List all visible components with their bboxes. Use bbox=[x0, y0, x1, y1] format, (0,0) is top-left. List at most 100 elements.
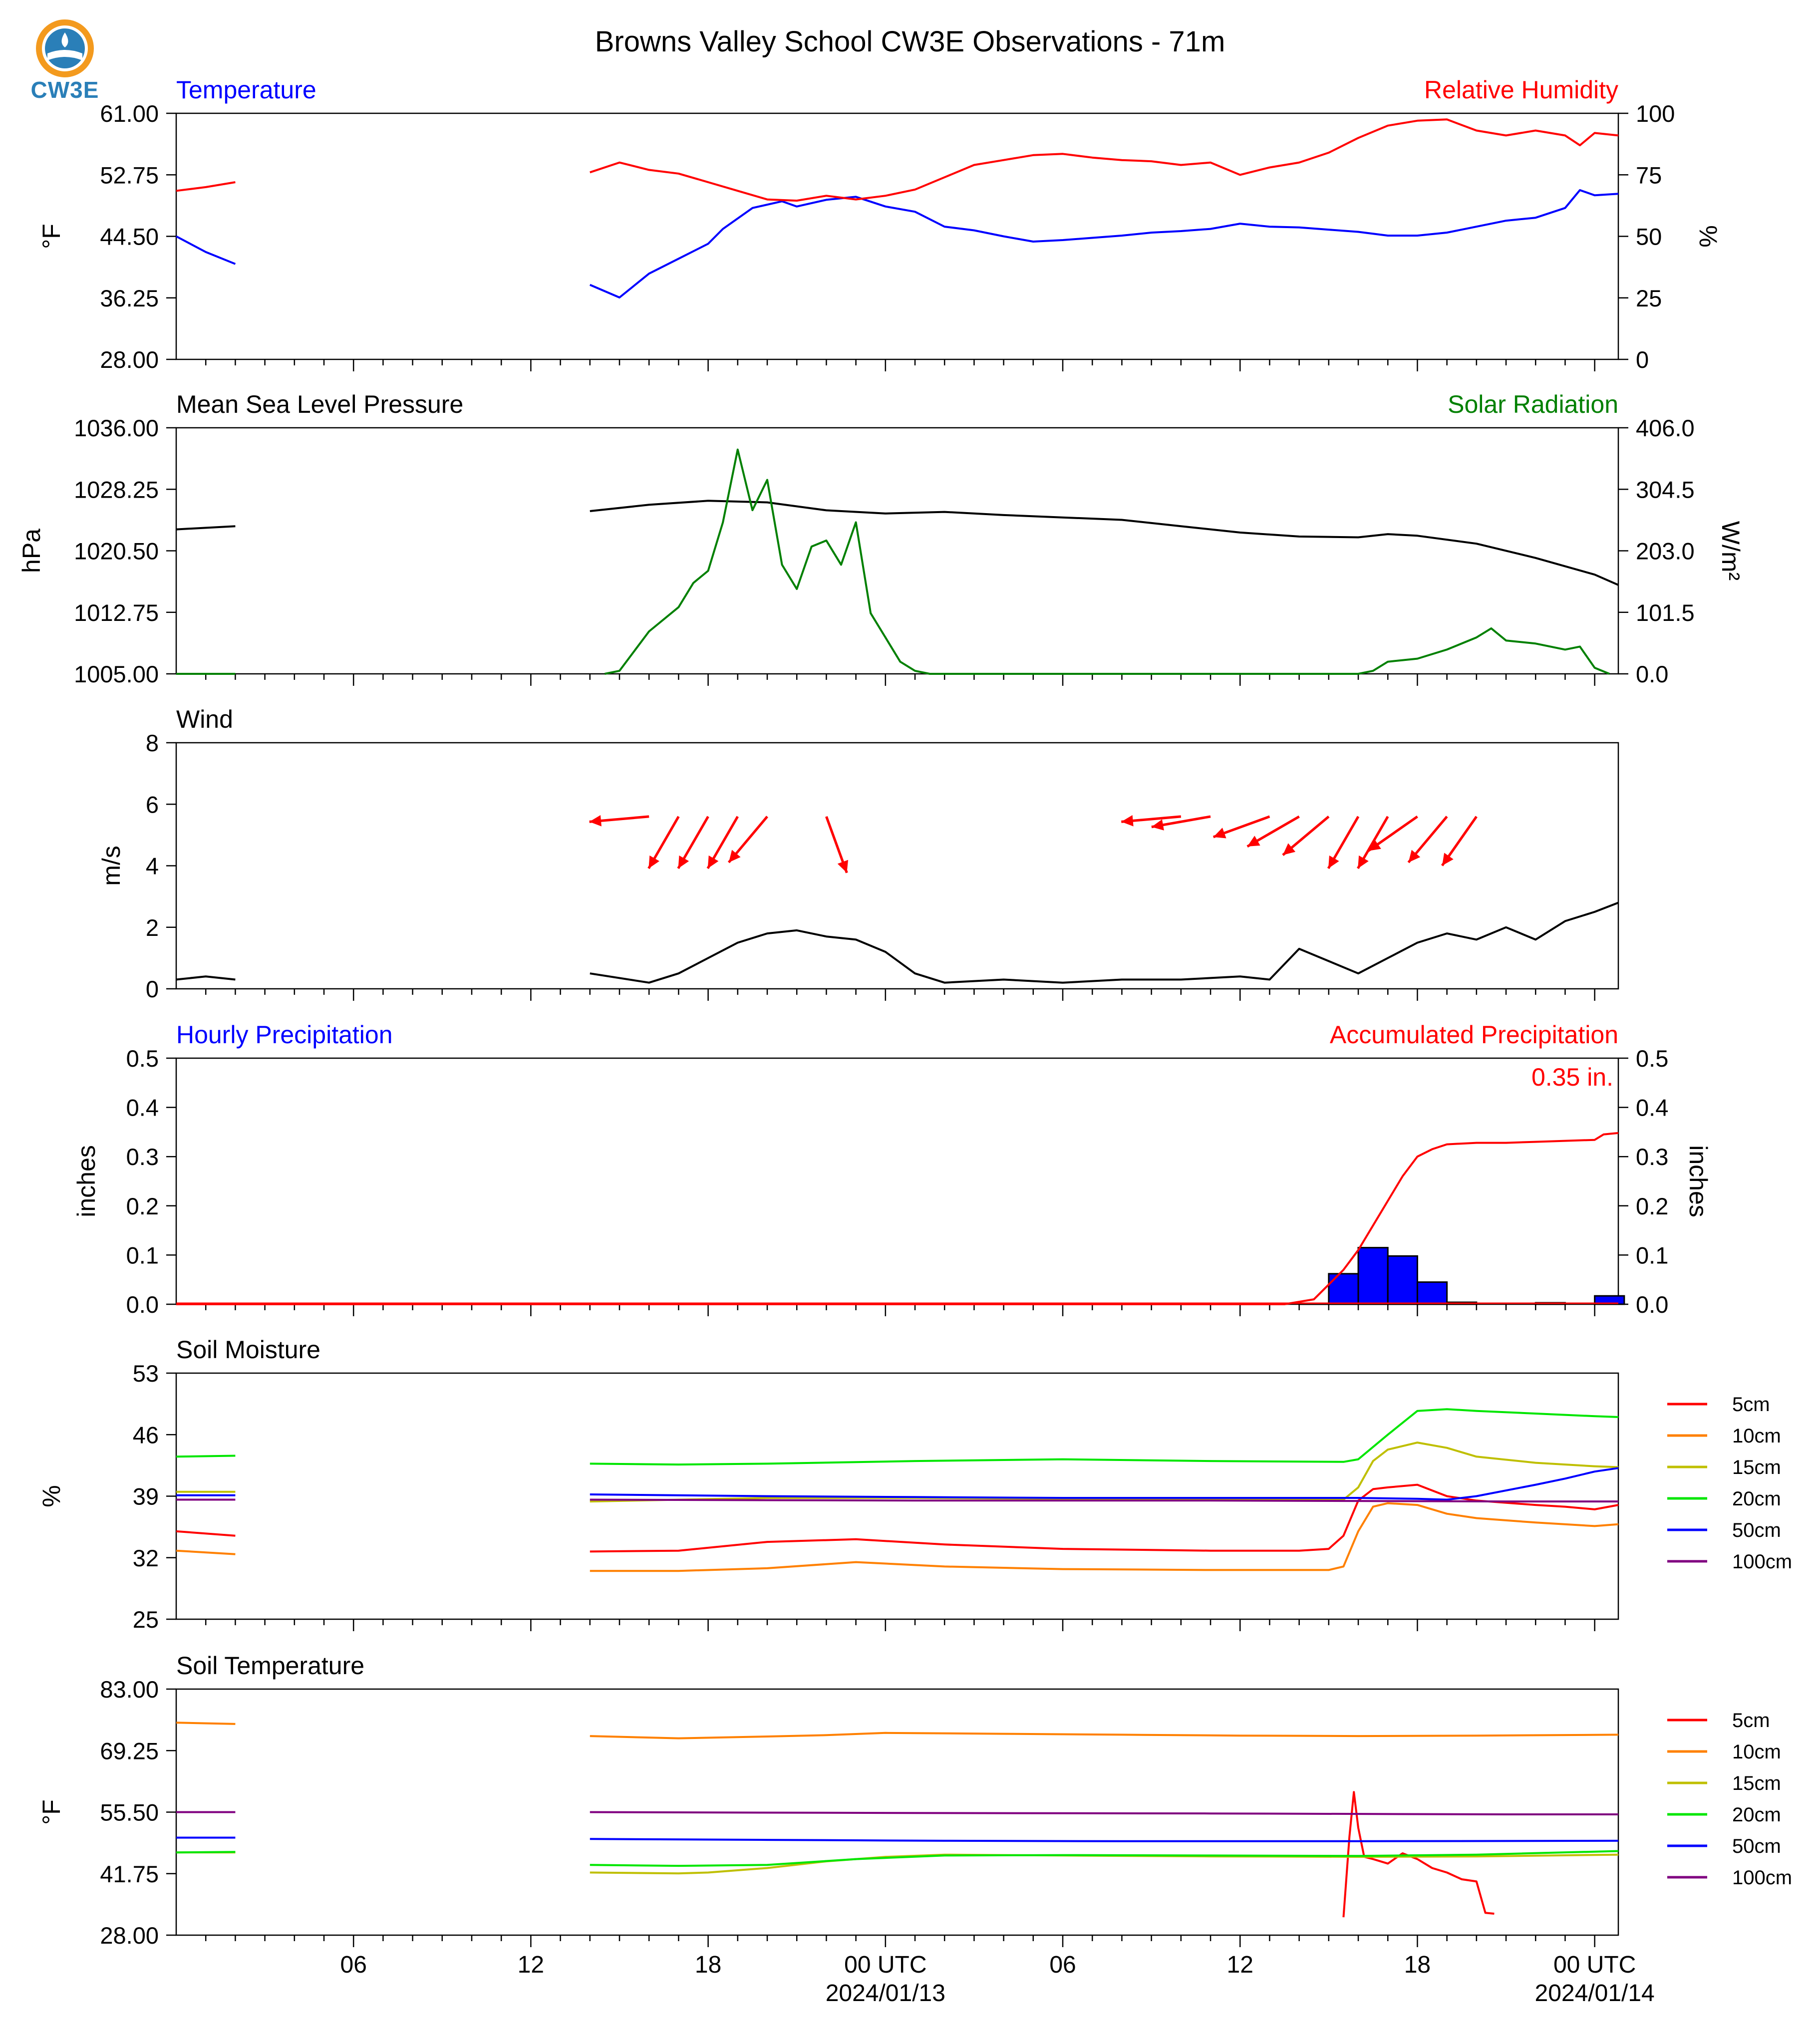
x-tick-label: 18 bbox=[1404, 1952, 1431, 1978]
series-5cm bbox=[176, 1483, 1619, 1553]
wind-arrow bbox=[1407, 816, 1448, 864]
wind-arrow-head bbox=[1368, 840, 1381, 851]
y-axis-label: m/s bbox=[97, 846, 125, 886]
panel-title-left: Soil Moisture bbox=[176, 1336, 320, 1364]
y-tick-label-right: 0.4 bbox=[1636, 1095, 1668, 1121]
y-axis-label: hPa bbox=[17, 529, 45, 573]
y-tick-label-right: 25 bbox=[1636, 285, 1662, 311]
wind-arrow bbox=[647, 816, 680, 869]
precip-bar bbox=[1357, 1247, 1389, 1305]
wind-arrow-head bbox=[837, 860, 849, 873]
legend-label: 5cm bbox=[1732, 1394, 1770, 1416]
legend-label: 10cm bbox=[1732, 1741, 1781, 1763]
y-tick-label: 1036.00 bbox=[74, 415, 159, 441]
cw3e-logo-icon bbox=[36, 19, 94, 77]
x-tick-label: 00 UTC bbox=[844, 1952, 926, 1978]
y-tick-label-right: 0.0 bbox=[1636, 661, 1668, 687]
panel-title-left: Temperature bbox=[176, 76, 316, 104]
y-tick-label: 1028.25 bbox=[74, 476, 159, 503]
y-axis-label: °F bbox=[37, 1799, 65, 1825]
y-tick-label: 1005.00 bbox=[74, 661, 159, 687]
x-tick-label: 06 bbox=[1049, 1952, 1076, 1978]
y-tick-label: 0.3 bbox=[126, 1144, 159, 1170]
series-100cm bbox=[176, 1811, 1618, 1815]
x-tick-label: 06 bbox=[340, 1952, 367, 1978]
wind-arrow-head bbox=[1247, 836, 1260, 847]
panel-6: Soil Temperature 28.00 41.75 55.50 69.25 83.0… bbox=[37, 1652, 1792, 2007]
y-tick-label-right: 50 bbox=[1636, 224, 1662, 250]
x-tick-label: 18 bbox=[695, 1952, 721, 1978]
wind-arrow bbox=[589, 815, 649, 827]
y-tick-label: 52.75 bbox=[100, 162, 159, 188]
wind-arrow-head bbox=[1328, 855, 1339, 869]
wind-arrow bbox=[1246, 815, 1300, 848]
legend-label: 15cm bbox=[1732, 1772, 1781, 1794]
y-tick-label: 0.2 bbox=[126, 1193, 159, 1219]
x-tick-label: 12 bbox=[1227, 1952, 1253, 1978]
y-tick-label: 28.00 bbox=[100, 1922, 159, 1949]
y-tick-label: 6 bbox=[146, 791, 159, 818]
legend-label: 15cm bbox=[1732, 1456, 1781, 1478]
y-tick-label: 83.00 bbox=[100, 1676, 159, 1703]
y-tick-label: 0.0 bbox=[126, 1291, 159, 1318]
y-tick-label: 0 bbox=[146, 976, 159, 1002]
series-pressure bbox=[176, 500, 1619, 586]
y-tick-label-right: 0.1 bbox=[1636, 1242, 1668, 1268]
precip-bar bbox=[1328, 1273, 1359, 1305]
y-tick-label: 32 bbox=[133, 1545, 159, 1571]
cw3e-logo: CW3E bbox=[27, 17, 102, 103]
y-tick-label: 46 bbox=[133, 1422, 159, 1448]
y-tick-label: 1020.50 bbox=[74, 538, 159, 565]
y-tick-label-right: 101.5 bbox=[1636, 599, 1695, 626]
series-15cm bbox=[176, 1442, 1619, 1503]
y-tick-label: 55.50 bbox=[100, 1799, 159, 1826]
y-tick-label-right: 75 bbox=[1636, 162, 1662, 188]
x-tick-label: 12 bbox=[518, 1952, 544, 1978]
logo-text: CW3E bbox=[30, 77, 99, 103]
y-axis-label: % bbox=[37, 1485, 65, 1507]
panel-5: Soil Moisture2532394653%5cm10cm15cm20cm5… bbox=[37, 1336, 1792, 1633]
panel-title-left: Mean Sea Level Pressure bbox=[176, 390, 463, 418]
y-tick-label: 44.50 bbox=[100, 224, 159, 250]
legend-label: 5cm bbox=[1732, 1710, 1770, 1732]
wind-arrow-head bbox=[648, 855, 659, 869]
wind-arrow-head bbox=[678, 855, 689, 869]
y-tick-label-right: 0.2 bbox=[1636, 1193, 1668, 1219]
wind-arrow-head bbox=[1442, 853, 1454, 866]
wind-arrow bbox=[1441, 816, 1478, 867]
series-wind bbox=[176, 901, 1619, 984]
y-tick-label: 53 bbox=[133, 1360, 159, 1387]
precip-bar bbox=[1387, 1255, 1418, 1305]
legend-label: 50cm bbox=[1732, 1519, 1781, 1541]
series-50cm bbox=[176, 1836, 1619, 1842]
x-date-label: 2024/01/13 bbox=[826, 1980, 945, 2007]
legend-label: 100cm bbox=[1732, 1551, 1792, 1573]
plot-frame bbox=[175, 742, 1619, 990]
wind-arrow-head bbox=[1358, 855, 1369, 869]
wind-arrow-head bbox=[1282, 843, 1296, 856]
panel-title-right: Accumulated Precipitation bbox=[1330, 1021, 1618, 1049]
legend: 5cm 10cm 15cm 20cm 50cm 100cm bbox=[1667, 1394, 1792, 1573]
wind-arrow-head bbox=[1151, 819, 1164, 831]
y-tick-label: 69.25 bbox=[100, 1738, 159, 1764]
y-tick-label-right: 0.3 bbox=[1636, 1144, 1668, 1170]
y-tick-label: 36.25 bbox=[100, 285, 159, 311]
panel-title-left: Wind bbox=[176, 705, 233, 733]
series-5cm bbox=[1342, 1791, 1495, 1918]
panel-title-left: Soil Temperature bbox=[176, 1652, 364, 1680]
series-solar bbox=[176, 448, 1610, 675]
series-humidity bbox=[176, 118, 1619, 202]
wind-arrow bbox=[1151, 815, 1211, 831]
series-10cm bbox=[176, 1502, 1619, 1572]
wind-arrow-head bbox=[707, 855, 719, 869]
panel-title-right: Relative Humidity bbox=[1424, 76, 1618, 104]
y-tick-label-right: 203.0 bbox=[1636, 538, 1695, 565]
y-axis-label-right: W/m² bbox=[1717, 521, 1745, 580]
y-tick-label-right: 406.0 bbox=[1636, 415, 1695, 441]
x-tick-label: 00 UTC bbox=[1553, 1952, 1636, 1978]
wind-arrow bbox=[825, 816, 849, 873]
wind-arrow bbox=[1121, 815, 1182, 827]
y-axis-label: °F bbox=[37, 224, 65, 249]
series-20cm bbox=[176, 1850, 1619, 1867]
y-tick-label-right: 304.5 bbox=[1636, 476, 1695, 503]
